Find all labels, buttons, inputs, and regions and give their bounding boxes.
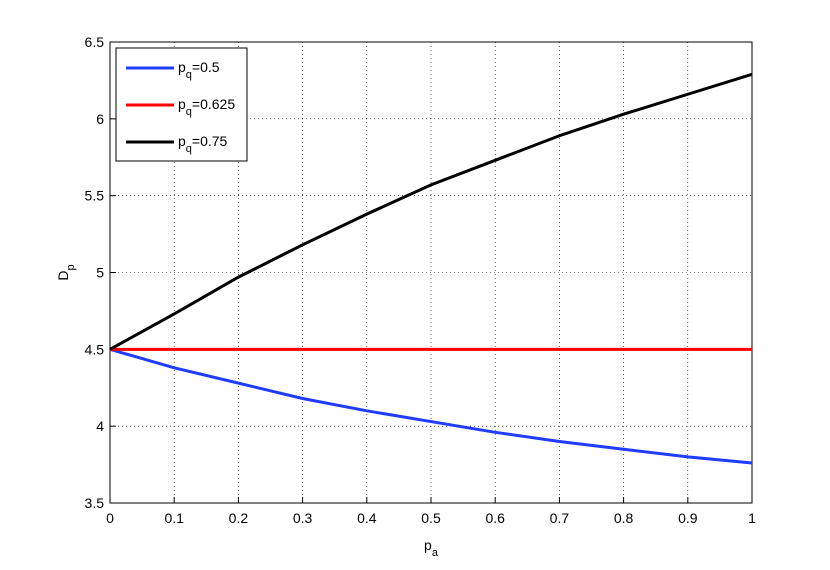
- x-tick-label: 0.3: [293, 510, 313, 526]
- x-tick-label: 0.6: [485, 510, 505, 526]
- x-tick-label: 0.2: [229, 510, 249, 526]
- legend-label: pq=0.75: [178, 133, 228, 155]
- y-tick-label: 6: [96, 111, 104, 127]
- x-tick-label: 0.5: [421, 510, 441, 526]
- plot-frame: [109, 41, 753, 504]
- x-tick-label: 0.4: [357, 510, 377, 526]
- y-tick-label: 4: [96, 418, 104, 434]
- y-tick-label: 3.5: [85, 495, 105, 511]
- legend-label: pq=0.5: [178, 59, 220, 81]
- y-tick-label: 5: [96, 265, 104, 281]
- x-tick-label: 0: [106, 510, 114, 526]
- x-tick-label: 0.9: [678, 510, 698, 526]
- x-tick-label: 0.8: [614, 510, 634, 526]
- series-line: [109, 347, 753, 465]
- x-tick-label: 1: [748, 510, 756, 526]
- x-axis-label: pa: [424, 537, 439, 559]
- y-axis-label: Dp: [55, 264, 77, 280]
- x-tick-label: 0.7: [550, 510, 570, 526]
- y-tick-label: 4.5: [85, 341, 105, 357]
- y-tick-label: 5.5: [85, 188, 105, 204]
- series-line: [109, 72, 753, 351]
- legend-label: pq=0.625: [178, 96, 235, 118]
- y-tick-label: 6.5: [85, 34, 105, 50]
- x-tick-label: 0.1: [164, 510, 184, 526]
